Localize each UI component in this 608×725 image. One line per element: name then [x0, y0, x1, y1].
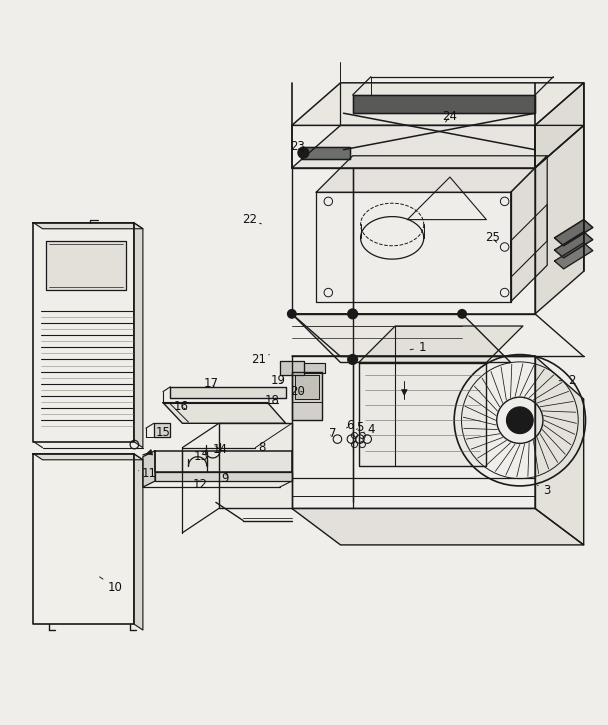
- Polygon shape: [554, 220, 593, 246]
- Polygon shape: [292, 357, 535, 508]
- Polygon shape: [535, 125, 584, 314]
- Text: 22: 22: [242, 213, 261, 226]
- Circle shape: [348, 355, 358, 365]
- Text: 19: 19: [271, 374, 286, 387]
- Polygon shape: [292, 83, 584, 125]
- Circle shape: [506, 407, 533, 434]
- Polygon shape: [359, 326, 523, 362]
- Circle shape: [458, 310, 466, 318]
- Polygon shape: [292, 168, 535, 314]
- Text: 13: 13: [193, 450, 208, 463]
- Polygon shape: [219, 423, 292, 508]
- Polygon shape: [511, 156, 547, 302]
- Polygon shape: [33, 454, 143, 460]
- Polygon shape: [295, 375, 319, 399]
- Polygon shape: [134, 223, 143, 447]
- Text: 6: 6: [347, 419, 354, 432]
- Polygon shape: [554, 232, 593, 258]
- Text: 8: 8: [258, 441, 265, 454]
- Circle shape: [298, 147, 309, 158]
- Text: 20: 20: [291, 385, 305, 398]
- Polygon shape: [33, 223, 143, 229]
- Polygon shape: [304, 362, 325, 373]
- Text: 3: 3: [537, 484, 551, 497]
- Polygon shape: [33, 223, 134, 442]
- Circle shape: [348, 309, 358, 319]
- Text: 18: 18: [264, 394, 279, 407]
- Polygon shape: [292, 125, 584, 168]
- Text: 11: 11: [139, 467, 156, 480]
- Polygon shape: [353, 95, 535, 113]
- Text: 10: 10: [100, 577, 123, 594]
- Text: 4: 4: [364, 423, 375, 436]
- Text: 12: 12: [193, 478, 208, 491]
- Text: 24: 24: [443, 109, 457, 123]
- Polygon shape: [154, 423, 170, 436]
- Text: 16: 16: [174, 399, 188, 413]
- Polygon shape: [316, 192, 511, 302]
- Polygon shape: [33, 454, 134, 624]
- Polygon shape: [554, 243, 593, 269]
- Polygon shape: [170, 387, 286, 398]
- Polygon shape: [301, 146, 350, 159]
- Text: 9: 9: [221, 471, 229, 484]
- Polygon shape: [359, 362, 486, 466]
- Text: 17: 17: [204, 377, 218, 390]
- Polygon shape: [316, 156, 547, 192]
- Text: 7: 7: [330, 427, 337, 440]
- Text: 23: 23: [291, 140, 305, 153]
- Text: 1: 1: [410, 341, 426, 354]
- Text: 25: 25: [485, 231, 500, 244]
- Polygon shape: [535, 357, 584, 545]
- Polygon shape: [292, 372, 322, 420]
- Polygon shape: [292, 508, 584, 545]
- Polygon shape: [280, 360, 304, 375]
- Polygon shape: [134, 454, 143, 630]
- Circle shape: [288, 310, 296, 318]
- Text: 14: 14: [213, 443, 227, 456]
- Polygon shape: [292, 314, 511, 362]
- Text: 2: 2: [559, 374, 575, 387]
- Polygon shape: [143, 451, 155, 487]
- Text: 21: 21: [251, 353, 269, 366]
- Polygon shape: [535, 83, 584, 168]
- Polygon shape: [46, 241, 126, 289]
- Text: 15: 15: [156, 426, 170, 439]
- Polygon shape: [155, 472, 292, 481]
- Polygon shape: [155, 451, 292, 472]
- Polygon shape: [163, 402, 286, 423]
- Text: 5: 5: [356, 421, 364, 434]
